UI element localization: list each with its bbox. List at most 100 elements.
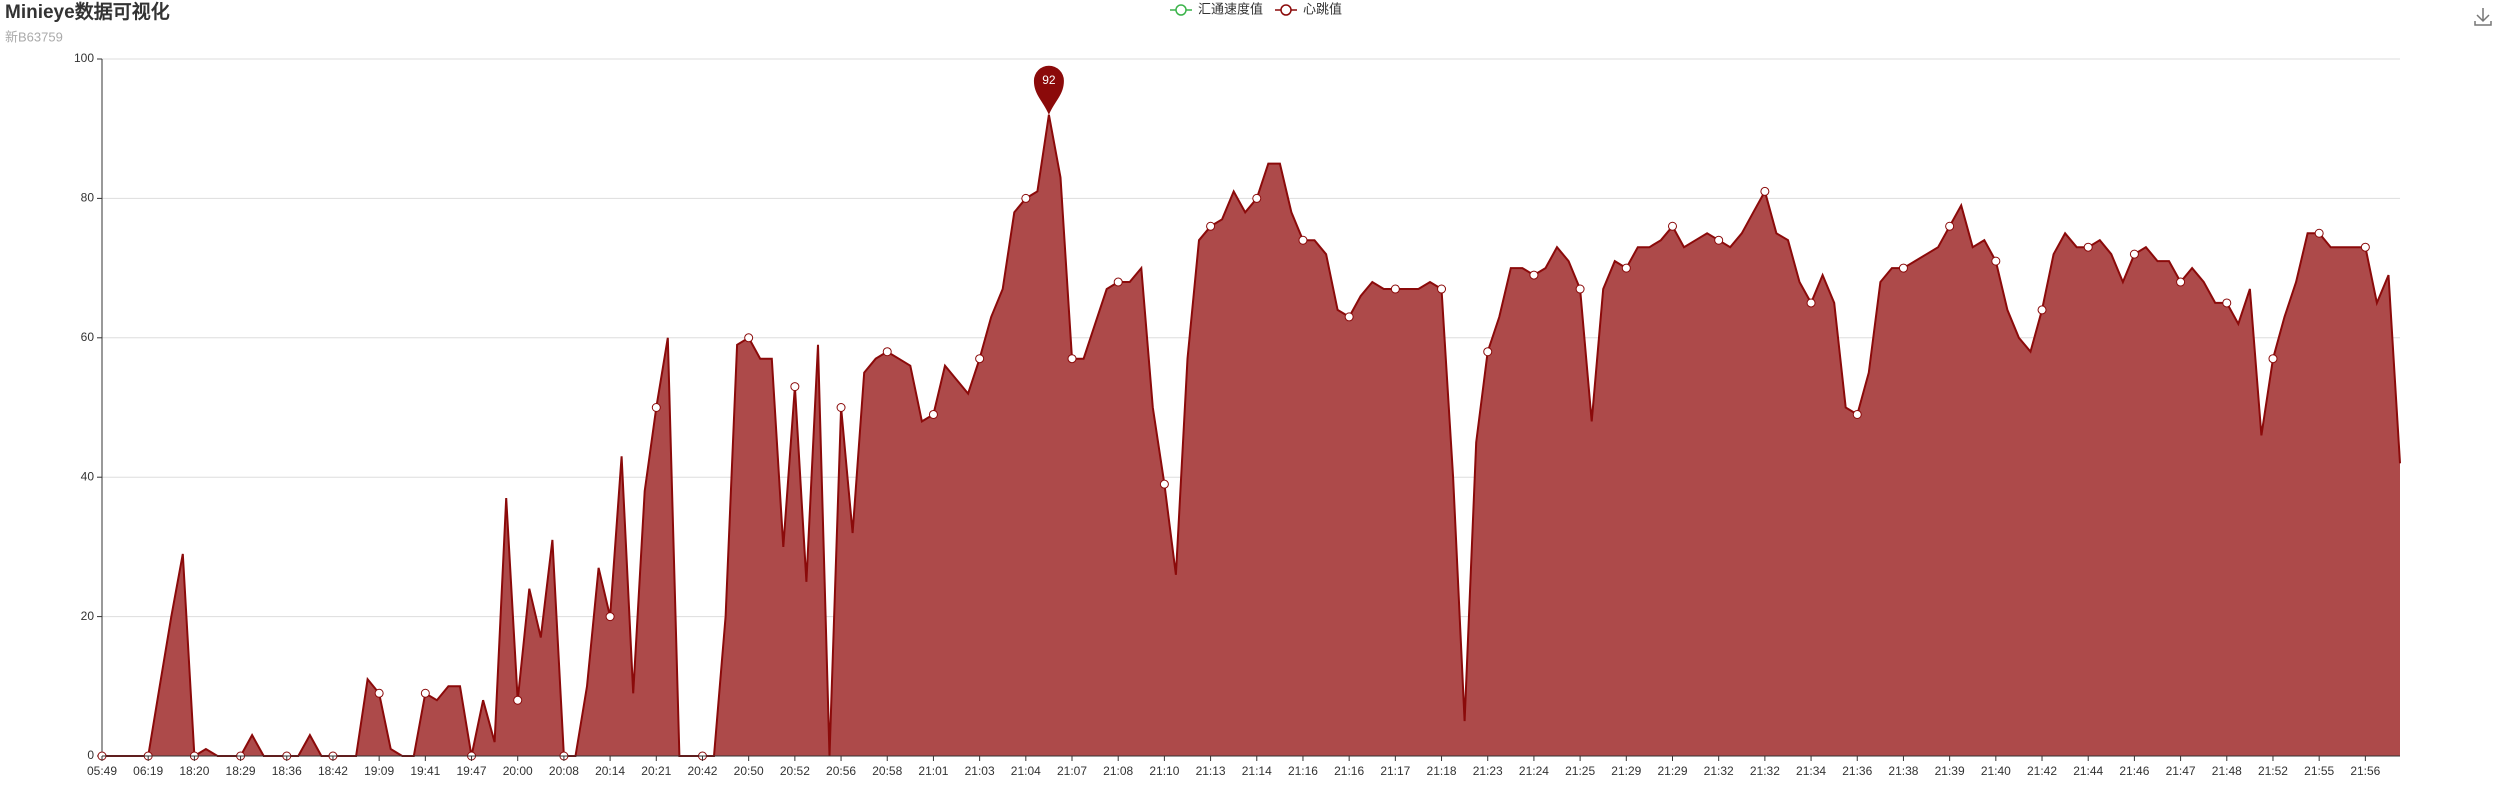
point — [1945, 221, 1955, 231]
point — [1898, 263, 1908, 273]
point — [1159, 479, 1169, 489]
x-tick-label: 18:29 — [226, 764, 256, 778]
point — [1390, 284, 1400, 294]
download-glyph[interactable] — [2474, 8, 2492, 26]
x-tick-label: 20:00 — [503, 764, 533, 778]
point — [1621, 263, 1631, 273]
x-tick-label: 21:25 — [1565, 764, 1595, 778]
x-tick-label: 21:14 — [1242, 764, 1272, 778]
x-tick-label: 21:46 — [2119, 764, 2149, 778]
x-tick-label: 21:39 — [1935, 764, 1965, 778]
point — [1806, 298, 1816, 308]
x-tick-label: 20:58 — [872, 764, 902, 778]
x-tick-label: 21:01 — [918, 764, 948, 778]
point — [1760, 186, 1770, 196]
x-tick-label: 21:16 — [1288, 764, 1318, 778]
point — [1344, 312, 1354, 322]
point — [605, 612, 615, 622]
point — [1667, 221, 1677, 231]
x-tick-label: 18:36 — [272, 764, 302, 778]
x-tick-label: 21:36 — [1842, 764, 1872, 778]
x-tick-label: 21:13 — [1196, 764, 1226, 778]
x-tick-label: 21:17 — [1380, 764, 1410, 778]
y-tick-label: 100 — [74, 51, 94, 65]
point — [1714, 235, 1724, 245]
point — [928, 409, 938, 419]
point — [1437, 284, 1447, 294]
x-tick-label: 06:19 — [133, 764, 163, 778]
point — [744, 333, 754, 343]
x-tick-label: 21:44 — [2073, 764, 2103, 778]
y-tick-label: 40 — [81, 469, 95, 483]
x-tick-label: 20:42 — [687, 764, 717, 778]
point — [1067, 354, 1077, 364]
x-tick-label: 21:24 — [1519, 764, 1549, 778]
x-tick-label: 21:34 — [1796, 764, 1826, 778]
x-tick-label: 21:29 — [1657, 764, 1687, 778]
point — [2360, 242, 2370, 252]
point — [882, 347, 892, 357]
point — [651, 403, 661, 412]
chart-subtitle: 新B63759 — [5, 29, 63, 44]
x-tick-label: 20:14 — [595, 764, 625, 778]
point — [1991, 256, 2001, 266]
x-tick-label: 21:10 — [1149, 764, 1179, 778]
x-tick-label: 21:08 — [1103, 764, 1133, 778]
x-tick-label: 21:29 — [1611, 764, 1641, 778]
point — [1252, 193, 1262, 203]
point — [2083, 242, 2093, 252]
point — [2268, 354, 2278, 364]
x-tick-label: 18:42 — [318, 764, 348, 778]
x-tick-label: 21:55 — [2304, 764, 2334, 778]
point — [836, 403, 846, 412]
x-tick-label: 21:23 — [1473, 764, 1503, 778]
max-pin — [1033, 65, 1064, 115]
x-tick-label: 19:41 — [410, 764, 440, 778]
legend-label: 汇通速度值 — [1198, 1, 1263, 16]
x-tick-label: 05:49 — [87, 764, 117, 778]
point — [1206, 221, 1216, 231]
point — [2222, 298, 2232, 308]
point — [2176, 277, 2186, 287]
point — [1113, 277, 1123, 287]
point — [1529, 270, 1539, 280]
line — [102, 114, 2401, 758]
point — [420, 688, 430, 698]
point — [1298, 235, 1308, 245]
point — [513, 695, 523, 705]
x-tick-label: 21:42 — [2027, 764, 2057, 778]
x-tick-label: 21:16 — [1334, 764, 1364, 778]
point — [374, 688, 384, 698]
legend-label: 心跳值 — [1303, 1, 1342, 16]
point — [1021, 193, 1031, 203]
chart-title: Minieye数据可视化 — [5, 0, 170, 23]
x-tick-label: 20:56 — [826, 764, 856, 778]
x-tick-label: 21:56 — [2350, 764, 2380, 778]
legend-symbol — [1280, 4, 1292, 16]
x-tick-label: 21:40 — [1981, 764, 2011, 778]
x-tick-label: 20:50 — [734, 764, 764, 778]
point — [2037, 305, 2047, 315]
x-tick-label: 21:52 — [2258, 764, 2288, 778]
x-tick-label: 18:20 — [179, 764, 209, 778]
point — [1483, 347, 1493, 357]
x-tick-label: 21:18 — [1427, 764, 1457, 778]
point — [2129, 249, 2139, 259]
x-tick-label: 21:32 — [1750, 764, 1780, 778]
x-tick-label: 20:21 — [641, 764, 671, 778]
x-tick-label: 21:07 — [1057, 764, 1087, 778]
x-tick-label: 20:52 — [780, 764, 810, 778]
x-tick-label: 21:47 — [2166, 764, 2196, 778]
x-tick-label: 19:09 — [364, 764, 394, 778]
x-tick-label: 21:03 — [965, 764, 995, 778]
download-icon[interactable] — [2474, 8, 2492, 26]
point — [2314, 228, 2324, 238]
y-tick-label: 0 — [87, 748, 94, 762]
max-pin-label: 92 — [1042, 73, 1056, 87]
point — [1575, 284, 1585, 294]
y-tick-label: 20 — [81, 609, 95, 623]
x-tick-label: 21:48 — [2212, 764, 2242, 778]
point — [975, 354, 985, 364]
point — [1852, 409, 1862, 419]
